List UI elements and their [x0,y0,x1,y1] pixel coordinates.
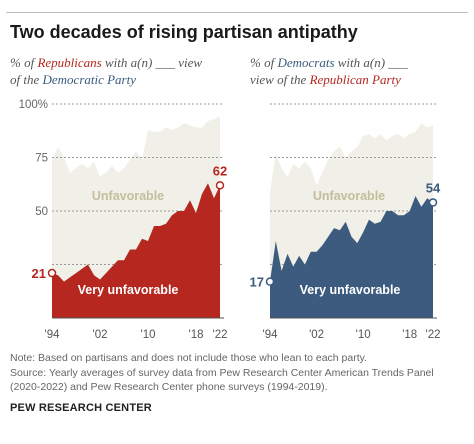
chart-source: Source: Yearly averages of survey data f… [10,367,434,393]
right-x-tick-label-1994: '94 [263,329,279,341]
right-unfavorable-label: Unfavorable [313,189,385,203]
left-end-value-label: 62 [213,163,227,178]
chart-note: Note: Based on partisans and does not in… [10,352,368,364]
right-x-tick-label-2002: '02 [309,329,324,341]
right-end-marker [428,198,438,207]
left-unfavorable-label: Unfavorable [92,189,164,203]
chart-title: Two decades of rising partisan antipathy [10,22,358,42]
right-end-value-label: 54 [426,180,441,195]
left-x-tick-label-2010: '10 [141,329,156,341]
left-start-value-label: 21 [32,266,46,281]
right-very-unfavorable-area [270,196,433,318]
right-very-unfavorable-label: Very unfavorable [300,283,401,297]
left-panel-subtitle: % of Republicans with a(n) ___ view of t… [10,55,203,87]
republican-party-term: Republican Party [309,72,401,87]
left-y-tick-label-50: 50 [35,206,48,218]
republicans-term: Republicans [37,55,102,70]
right-start-marker [265,277,275,286]
left-x-tick-label-2022: '22 [213,329,228,341]
right-panel-subtitle: % of Democrats with a(n) ___ view of the… [250,55,408,87]
democratic-party-term: Democratic Party [42,72,137,87]
left-very-unfavorable-area [52,183,220,318]
left-x-tick-label-1994: '94 [45,329,61,341]
pew-research-center-brand: PEW RESEARCH CENTER [10,402,152,414]
right-x-tick-label-2018: '18 [402,329,417,341]
left-y-tick-label-75: 75 [35,153,48,165]
left-end-marker [215,181,225,190]
left-y-tick-label-100: 100% [19,99,48,111]
left-start-marker [47,268,57,278]
democrats-term: Democrats [277,55,335,70]
left-very-unfavorable-label: Very unfavorable [78,283,179,297]
left-x-tick-label-2002: '02 [93,329,108,341]
left-x-tick-label-2018: '18 [189,329,204,341]
right-x-tick-label-2010: '10 [356,329,371,341]
right-start-value-label: 17 [250,275,264,290]
right-x-tick-label-2022: '22 [426,329,441,341]
top-rule [6,12,468,13]
